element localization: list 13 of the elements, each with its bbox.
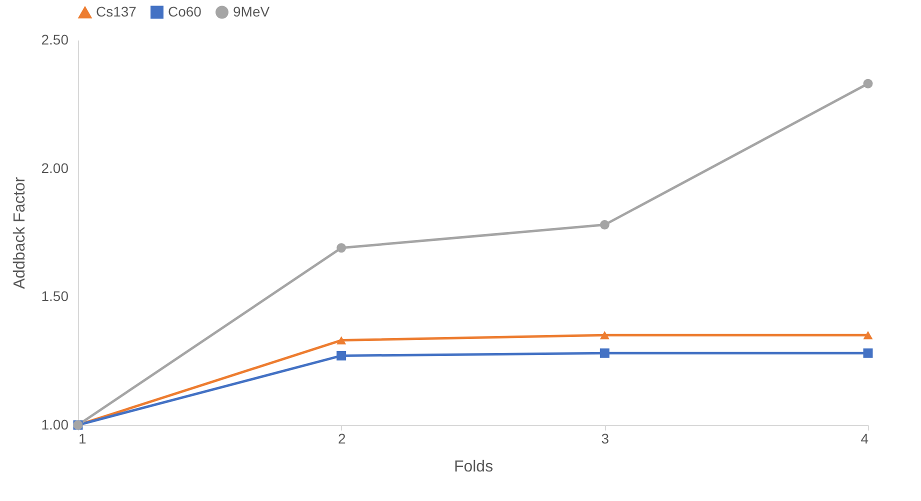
y-axis-title: Addback Factor: [11, 176, 28, 290]
legend-label: Co60: [168, 3, 202, 20]
x-tick-label: 4: [860, 430, 869, 446]
y-tick-label: 2.50: [41, 32, 69, 48]
y-tick-label: 2.00: [41, 160, 69, 176]
x-tick-label: 3: [601, 430, 610, 446]
legend-label: Cs137: [96, 4, 137, 20]
x-tick-label: 1: [78, 430, 86, 446]
x-tick-label: 2: [338, 430, 346, 446]
y-tick-label: 1.00: [41, 416, 69, 432]
x-axis-title: Folds: [454, 458, 494, 476]
y-tick-label: 1.50: [41, 288, 69, 304]
legend-label: 9MeV: [233, 3, 270, 20]
